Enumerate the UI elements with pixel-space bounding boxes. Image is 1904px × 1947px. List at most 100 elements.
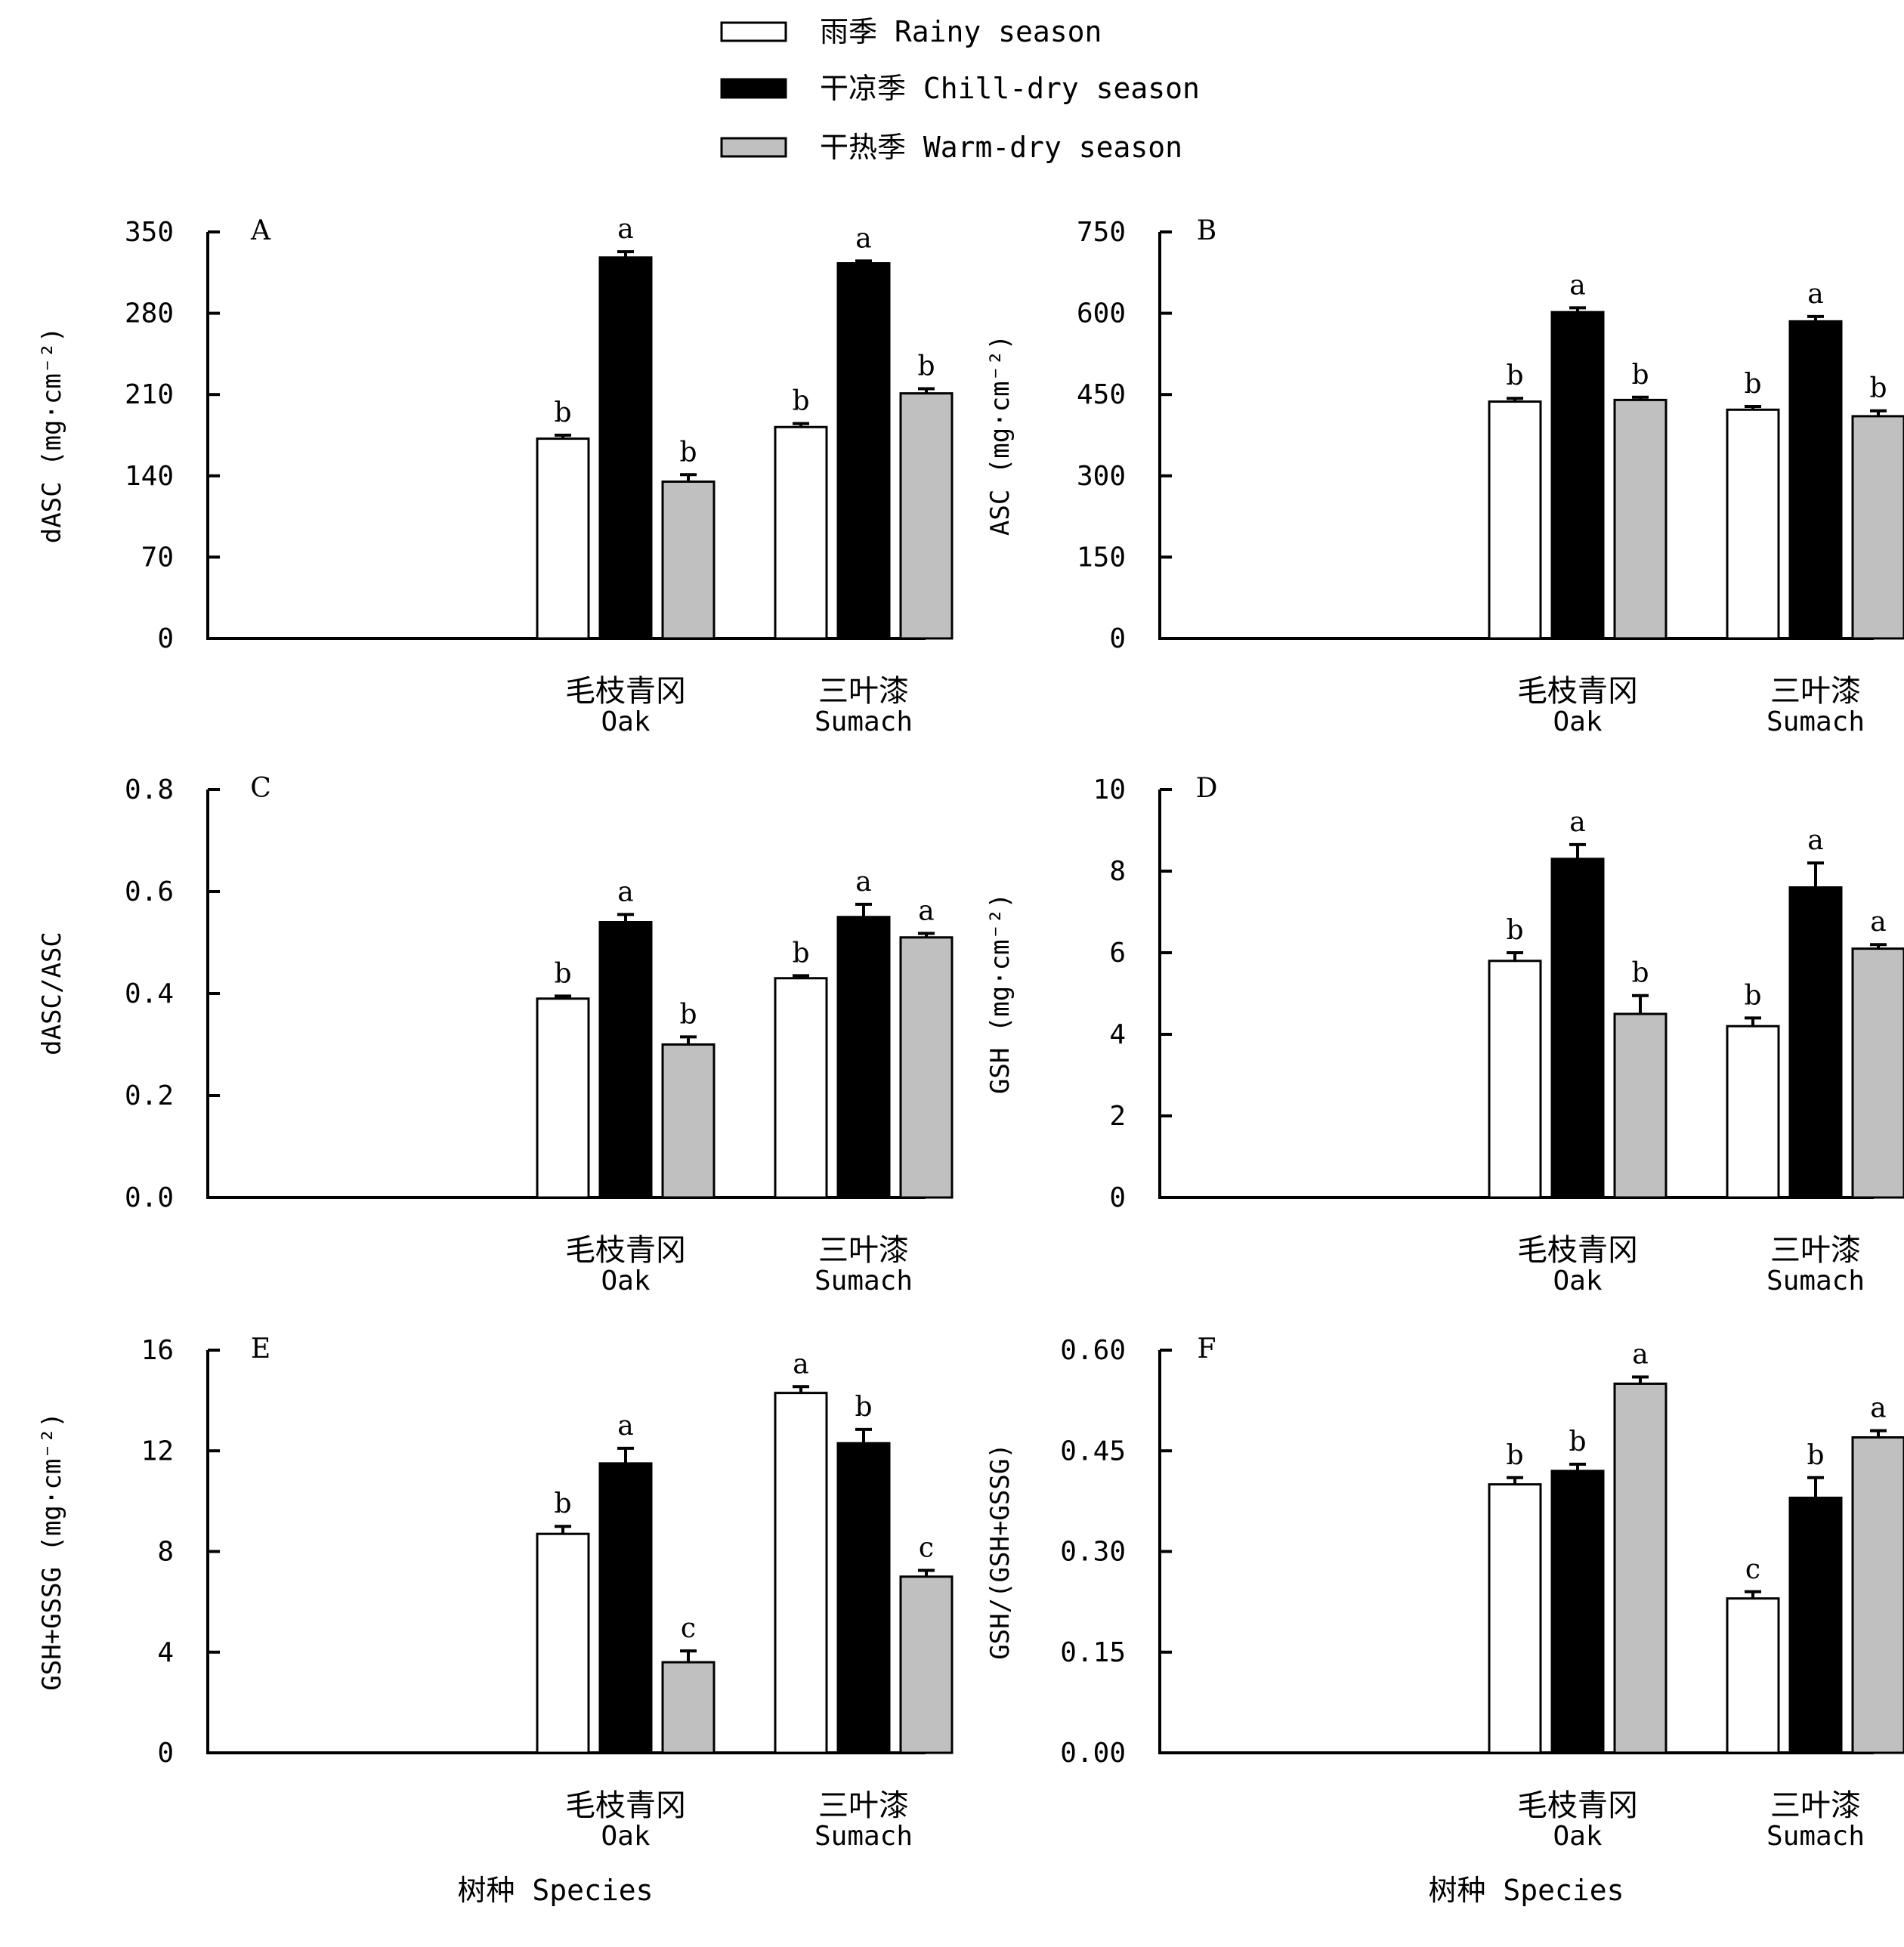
significance-letter: b — [855, 1392, 872, 1423]
bar-chill_dry-1 — [836, 1442, 891, 1754]
significance-letter: b — [792, 386, 809, 417]
panel-letter: D — [1196, 773, 1218, 804]
significance-letter: a — [1632, 1340, 1648, 1371]
y-tick-label: 750 — [1077, 217, 1126, 248]
significance-letter: a — [855, 223, 871, 254]
bar-chill_dry-1 — [1788, 320, 1843, 640]
bar-rainy-0 — [536, 437, 590, 640]
y-tick-label: 2 — [1109, 1101, 1126, 1132]
bar-warm_dry-1 — [1851, 415, 1904, 640]
bar-chill_dry-0 — [1550, 858, 1605, 1199]
panel-letter: C — [250, 773, 271, 804]
bar-warm_dry-1 — [899, 1575, 954, 1754]
y-tick-label: 0 — [1109, 1182, 1126, 1213]
significance-letter: a — [1807, 825, 1823, 856]
legend-label-warm_dry: 干热季 Warm-dry season — [820, 131, 1182, 164]
significance-letter: a — [1870, 1393, 1886, 1424]
x-axis-titles: 树种 Species 树种 Species — [457, 1874, 1624, 1907]
significance-letter: c — [1745, 1554, 1760, 1585]
y-tick-label: 0.2 — [125, 1080, 174, 1111]
significance-letter: b — [1744, 369, 1761, 400]
significance-letter: b — [679, 437, 697, 468]
y-tick-label: 0.4 — [125, 978, 174, 1009]
bar-rainy-0 — [1488, 960, 1542, 1199]
panel-B: 0 150 300 450 600 750 B ASC (mg·cm⁻²) b b a a b b 毛枝青冈… — [985, 215, 1904, 737]
y-tick-label: 4 — [157, 1637, 174, 1668]
significance-letter: b — [917, 351, 935, 382]
y-axis-label: dASC/ASC — [37, 932, 67, 1055]
category-label-zh: 三叶漆 — [1770, 1788, 1861, 1823]
bar-chill_dry-0 — [598, 1462, 653, 1754]
y-tick-label: 12 — [141, 1436, 174, 1466]
bar-warm_dry-1 — [1851, 1436, 1904, 1754]
category-label-en: Sumach — [1766, 1266, 1865, 1296]
y-tick-label: 0.45 — [1060, 1436, 1126, 1466]
legend: 雨季 Rainy season 干凉季 Chill-dry season 干热季 W… — [720, 15, 1200, 164]
y-tick-label: 0.0 — [125, 1182, 174, 1213]
y-tick-label: 0 — [157, 1738, 174, 1769]
significance-letter: c — [681, 1613, 696, 1644]
y-tick-label: 16 — [141, 1335, 174, 1366]
y-tick-label: 0 — [157, 623, 174, 654]
significance-letter: a — [793, 1349, 808, 1380]
significance-letter: b — [1869, 373, 1887, 404]
y-tick-label: 210 — [125, 379, 174, 410]
bar-rainy-0 — [536, 997, 590, 1199]
legend-swatch-warm_dry — [720, 137, 787, 158]
y-tick-label: 0.00 — [1060, 1738, 1126, 1769]
significance-letter: a — [1807, 279, 1823, 310]
bar-warm_dry-1 — [899, 392, 954, 640]
category-label-en: Sumach — [814, 1821, 913, 1852]
panel-letter: F — [1198, 1334, 1216, 1364]
category-label-zh: 毛枝青冈 — [565, 1233, 686, 1268]
category-label-zh: 三叶漆 — [818, 674, 909, 709]
y-tick-label: 8 — [157, 1537, 174, 1568]
category-label-en: Oak — [601, 1266, 650, 1296]
category-label-zh: 毛枝青冈 — [565, 1788, 686, 1823]
bar-rainy-0 — [1488, 400, 1542, 640]
significance-letter: b — [1744, 980, 1761, 1011]
bar-warm_dry-0 — [661, 1043, 716, 1199]
significance-letter: a — [855, 867, 871, 898]
panel-letter: B — [1197, 215, 1216, 246]
category-label-en: Oak — [601, 706, 650, 737]
legend-swatch-chill_dry — [720, 78, 787, 99]
panel-letter: A — [250, 215, 271, 246]
bar-chill_dry-0 — [598, 256, 653, 640]
panel-letter: E — [251, 1334, 270, 1364]
x-axis-title: 树种 Species — [1428, 1874, 1624, 1907]
significance-letter: a — [918, 895, 934, 926]
y-tick-label: 10 — [1093, 774, 1126, 805]
significance-letter: b — [792, 938, 809, 969]
y-tick-label: 0.6 — [125, 876, 174, 907]
significance-letter: b — [1506, 360, 1523, 391]
significance-letter: b — [1569, 1426, 1586, 1457]
significance-letter: b — [554, 397, 571, 428]
y-tick-label: 300 — [1077, 461, 1126, 492]
category-label-zh: 三叶漆 — [1770, 674, 1861, 709]
bar-warm_dry-0 — [1613, 398, 1668, 640]
bar-warm_dry-0 — [661, 1661, 716, 1754]
bar-warm_dry-0 — [661, 480, 716, 640]
y-tick-label: 4 — [1109, 1019, 1126, 1050]
category-label-en: Sumach — [814, 1266, 913, 1296]
bar-warm_dry-0 — [1613, 1382, 1668, 1754]
bar-chill_dry-0 — [1550, 1470, 1605, 1754]
category-label-zh: 毛枝青冈 — [565, 674, 686, 709]
significance-letter: a — [617, 1411, 633, 1442]
bar-rainy-0 — [1488, 1483, 1542, 1754]
y-tick-label: 0 — [1109, 623, 1126, 654]
category-label-en: Oak — [601, 1821, 650, 1852]
significance-letter: a — [617, 876, 633, 907]
significance-letter: a — [1569, 270, 1585, 301]
y-tick-label: 0.15 — [1060, 1637, 1126, 1668]
category-label-en: Oak — [1553, 1821, 1602, 1852]
significance-letter: b — [554, 958, 571, 989]
significance-letter: b — [554, 1488, 571, 1519]
bar-warm_dry-1 — [1851, 947, 1904, 1199]
